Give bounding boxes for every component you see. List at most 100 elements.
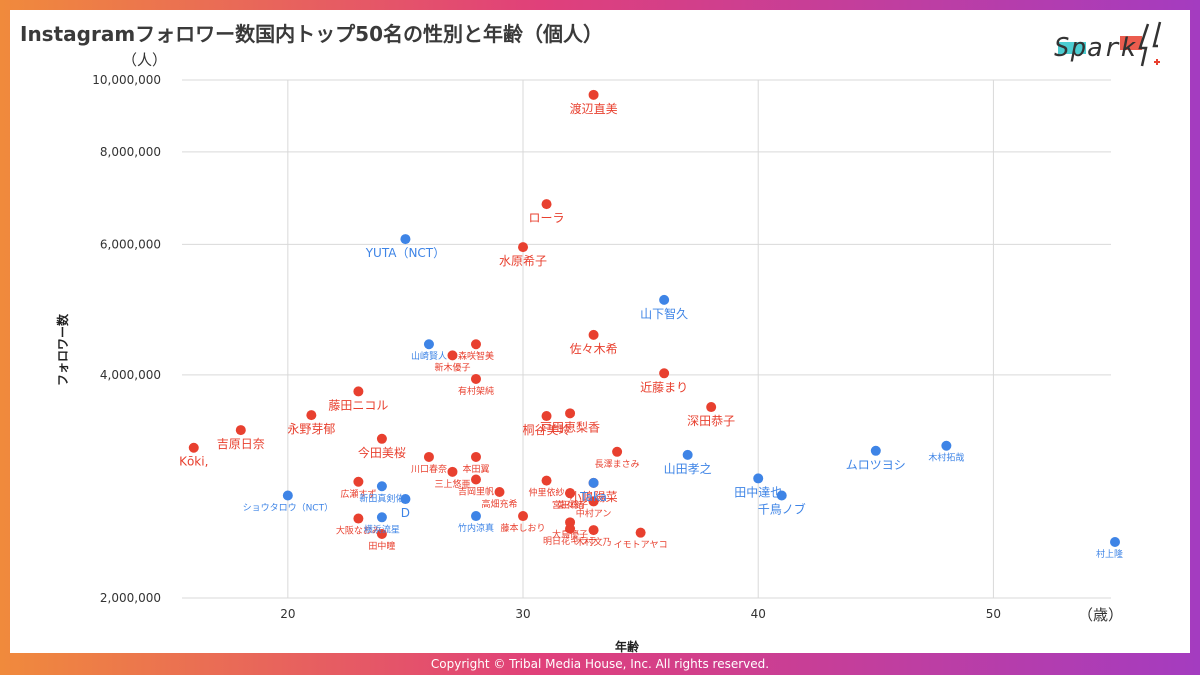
- point-female: 新木優子: [434, 350, 470, 373]
- point-label: 今田美桜: [358, 445, 406, 460]
- slide: 2,000,000 4,000,000 6,000,000 8,000,000 10,0…: [10, 10, 1190, 653]
- y-tick-label: 4,000,000: [100, 368, 161, 382]
- point-label: 山田孝之: [664, 462, 712, 476]
- point-label: 新田真剣佑: [359, 492, 404, 504]
- point-male: 横浜流星: [364, 512, 400, 535]
- marker: [706, 402, 717, 413]
- point-label: 宮田聡子: [552, 499, 588, 511]
- marker: [400, 494, 411, 505]
- point-female: 森咲智美: [458, 339, 494, 362]
- marker: [470, 474, 481, 485]
- point-label: 明日花キララ: [543, 535, 597, 547]
- point-label: 森咲智美: [458, 350, 494, 362]
- point-label: D: [401, 506, 410, 520]
- marker: [541, 411, 552, 422]
- marker: [353, 476, 364, 487]
- page-title: Instagramフォロワー数国内トップ50名の性別と年齢（個人）: [20, 22, 603, 46]
- point-label: 大阪なおみ: [336, 525, 381, 537]
- marker: [470, 339, 481, 350]
- point-female: 川口春奈: [411, 451, 447, 475]
- point-label: 横浜流星: [364, 523, 400, 535]
- grid-layer: [182, 78, 1111, 600]
- y-tick-label: 10,000,000: [92, 73, 161, 87]
- point-male: 山崎賢人: [411, 339, 447, 362]
- spark-logo: Spark: [1050, 16, 1174, 82]
- marker: [353, 386, 364, 397]
- marker: [447, 466, 458, 477]
- point-female: 今田美桜: [358, 433, 406, 460]
- marker: [470, 373, 481, 384]
- point-label: 近藤まり: [640, 380, 688, 394]
- x-tick-label: 50: [986, 607, 1001, 621]
- point-male: 田中達也: [734, 473, 782, 499]
- point-female: 有村架純: [458, 373, 494, 397]
- copyright-footer: Copyright © Tribal Media House, Inc. All…: [430, 657, 770, 671]
- point-label: 有村架純: [458, 385, 494, 397]
- marker: [353, 513, 364, 524]
- point-label: 本田翼: [462, 463, 489, 475]
- y-tick-label: 8,000,000: [100, 145, 161, 159]
- point-label: 田中瞳: [368, 540, 395, 552]
- point-label: 藤田ニコル: [328, 398, 388, 412]
- point-female: ローラ: [529, 199, 565, 225]
- point-female: 吉岡里帆: [458, 474, 494, 498]
- chart-plot: 2,000,000 4,000,000 6,000,000 8,000,000 10,0…: [55, 51, 1123, 653]
- marker: [659, 294, 670, 305]
- y-tick-label: 6,000,000: [100, 237, 161, 251]
- point-label: 水原希子: [499, 253, 547, 268]
- point-female: 明日花キララ: [543, 523, 597, 547]
- marker: [188, 442, 199, 453]
- point-label: イモトアヤコ: [614, 541, 668, 551]
- marker: [588, 496, 599, 507]
- point-label: 三上悠亜: [434, 478, 470, 490]
- marker: [565, 408, 576, 419]
- point-female: 大阪なおみ: [336, 513, 381, 537]
- point-female: 三上悠亜: [434, 466, 470, 490]
- point-female: Kōki,: [179, 442, 208, 469]
- point-female: 藤田ニコル: [328, 386, 388, 412]
- point-male: Taka: [579, 477, 607, 504]
- x-tick-label: 40: [751, 607, 766, 621]
- point-male: 木村拓哉: [928, 440, 964, 464]
- point-label: 村上隆: [1096, 548, 1123, 560]
- point-label: Taka: [579, 490, 607, 504]
- point-female: 佐々木希: [570, 329, 618, 356]
- marker: [588, 329, 599, 340]
- point-female: 藤本しおり: [501, 511, 546, 534]
- point-label: 菜々緒: [557, 499, 584, 511]
- point-label: 千鳥ノブ: [758, 502, 806, 517]
- marker: [659, 368, 670, 379]
- marker: [541, 475, 552, 486]
- marker: [518, 511, 529, 522]
- x-unit-label: （歳）: [1078, 606, 1123, 624]
- marker: [776, 490, 787, 501]
- marker: [870, 445, 881, 456]
- point-female: 桐谷美玲: [523, 411, 571, 437]
- point-label: 永野芽郁: [287, 421, 335, 436]
- marker: [588, 89, 599, 100]
- point-male: D: [400, 494, 411, 520]
- point-label: ムロツヨシ: [846, 458, 906, 472]
- point-male: 村上隆: [1096, 537, 1123, 560]
- point-female: 高畑充希: [481, 487, 518, 510]
- marker: [682, 449, 693, 460]
- marker: [588, 477, 599, 488]
- marker: [565, 523, 576, 534]
- marker: [470, 511, 481, 522]
- marker: [470, 451, 481, 462]
- marker: [941, 440, 952, 451]
- svg-text:Spark: Spark: [1054, 33, 1137, 63]
- point-label: 大島優子: [552, 528, 588, 540]
- marker: [400, 234, 411, 245]
- point-male: 竹内涼真: [458, 511, 494, 534]
- point-label: 広瀬すず: [340, 488, 376, 500]
- point-label: 新木優子: [434, 361, 470, 373]
- point-label: 渡辺直美: [570, 101, 618, 116]
- x-tick-label: 30: [515, 607, 530, 621]
- y-tick-label: 2,000,000: [100, 591, 161, 605]
- point-female: 戸田恵梨香: [540, 408, 600, 434]
- point-label: 深田恭子: [687, 414, 735, 428]
- point-label: 田中達也: [734, 484, 782, 499]
- marker: [565, 488, 576, 499]
